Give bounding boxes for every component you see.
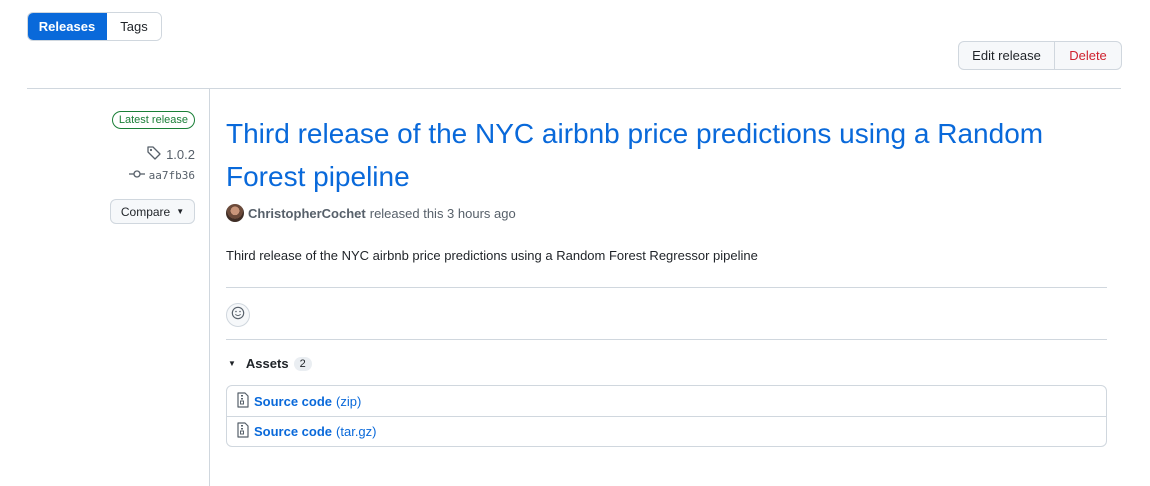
git-commit-icon [128,168,149,183]
author-link[interactable]: ChristopherCochet [248,205,366,221]
released-text: released this 3 hours ago [369,205,516,221]
asset-name: Source code [254,424,333,439]
file-zip-icon [236,422,254,441]
asset-ext: (tar.gz) [336,424,377,439]
assets-count: 2 [293,356,312,371]
release-byline: ChristopherCochet released this 3 hours … [226,204,1107,222]
caret-down-icon: ▼ [176,207,185,216]
release-tabnav: Releases Tags [27,12,162,41]
assets-toggle[interactable]: ▼ Assets 2 [226,356,1107,371]
compare-label: Compare [120,204,171,219]
release-actions: Edit release Delete [958,41,1122,70]
release-commit[interactable]: aa7fb36 [128,168,195,183]
body-divider [226,287,1107,288]
tab-tags[interactable]: Tags [107,13,161,40]
file-zip-icon [236,391,254,411]
compare-button[interactable]: Compare ▼ [110,199,195,224]
reaction-divider [226,339,1107,340]
add-reaction-button[interactable] [226,303,250,327]
tab-releases[interactable]: Releases [28,13,107,40]
asset-list: Source code (zip) Source code (tar.gz) [226,385,1107,447]
tag-label: 1.0.2 [166,147,195,162]
latest-release-badge: Latest release [111,111,195,129]
asset-row-targz[interactable]: Source code (tar.gz) [227,416,1106,446]
release-main: Third release of the NYC airbnb price pr… [226,112,1107,447]
header-divider [27,88,1121,89]
smiley-icon [231,306,245,325]
asset-ext: (zip) [336,393,362,409]
release-tag[interactable]: 1.0.2 [146,145,195,164]
delete-release-button[interactable]: Delete [1069,48,1107,63]
sidebar-divider [209,89,210,486]
asset-name: Source code [254,393,333,409]
release-body: Third release of the NYC airbnb price pr… [226,248,758,263]
commit-sha: aa7fb36 [148,169,195,182]
avatar[interactable] [226,204,244,222]
edit-release-button[interactable]: Edit release [959,42,1055,69]
triangle-down-icon: ▼ [228,359,236,368]
release-title[interactable]: Third release of the NYC airbnb price pr… [226,118,1044,192]
asset-row-zip[interactable]: Source code (zip) [227,386,1106,416]
tag-icon [146,145,166,164]
assets-label: Assets [245,356,289,371]
